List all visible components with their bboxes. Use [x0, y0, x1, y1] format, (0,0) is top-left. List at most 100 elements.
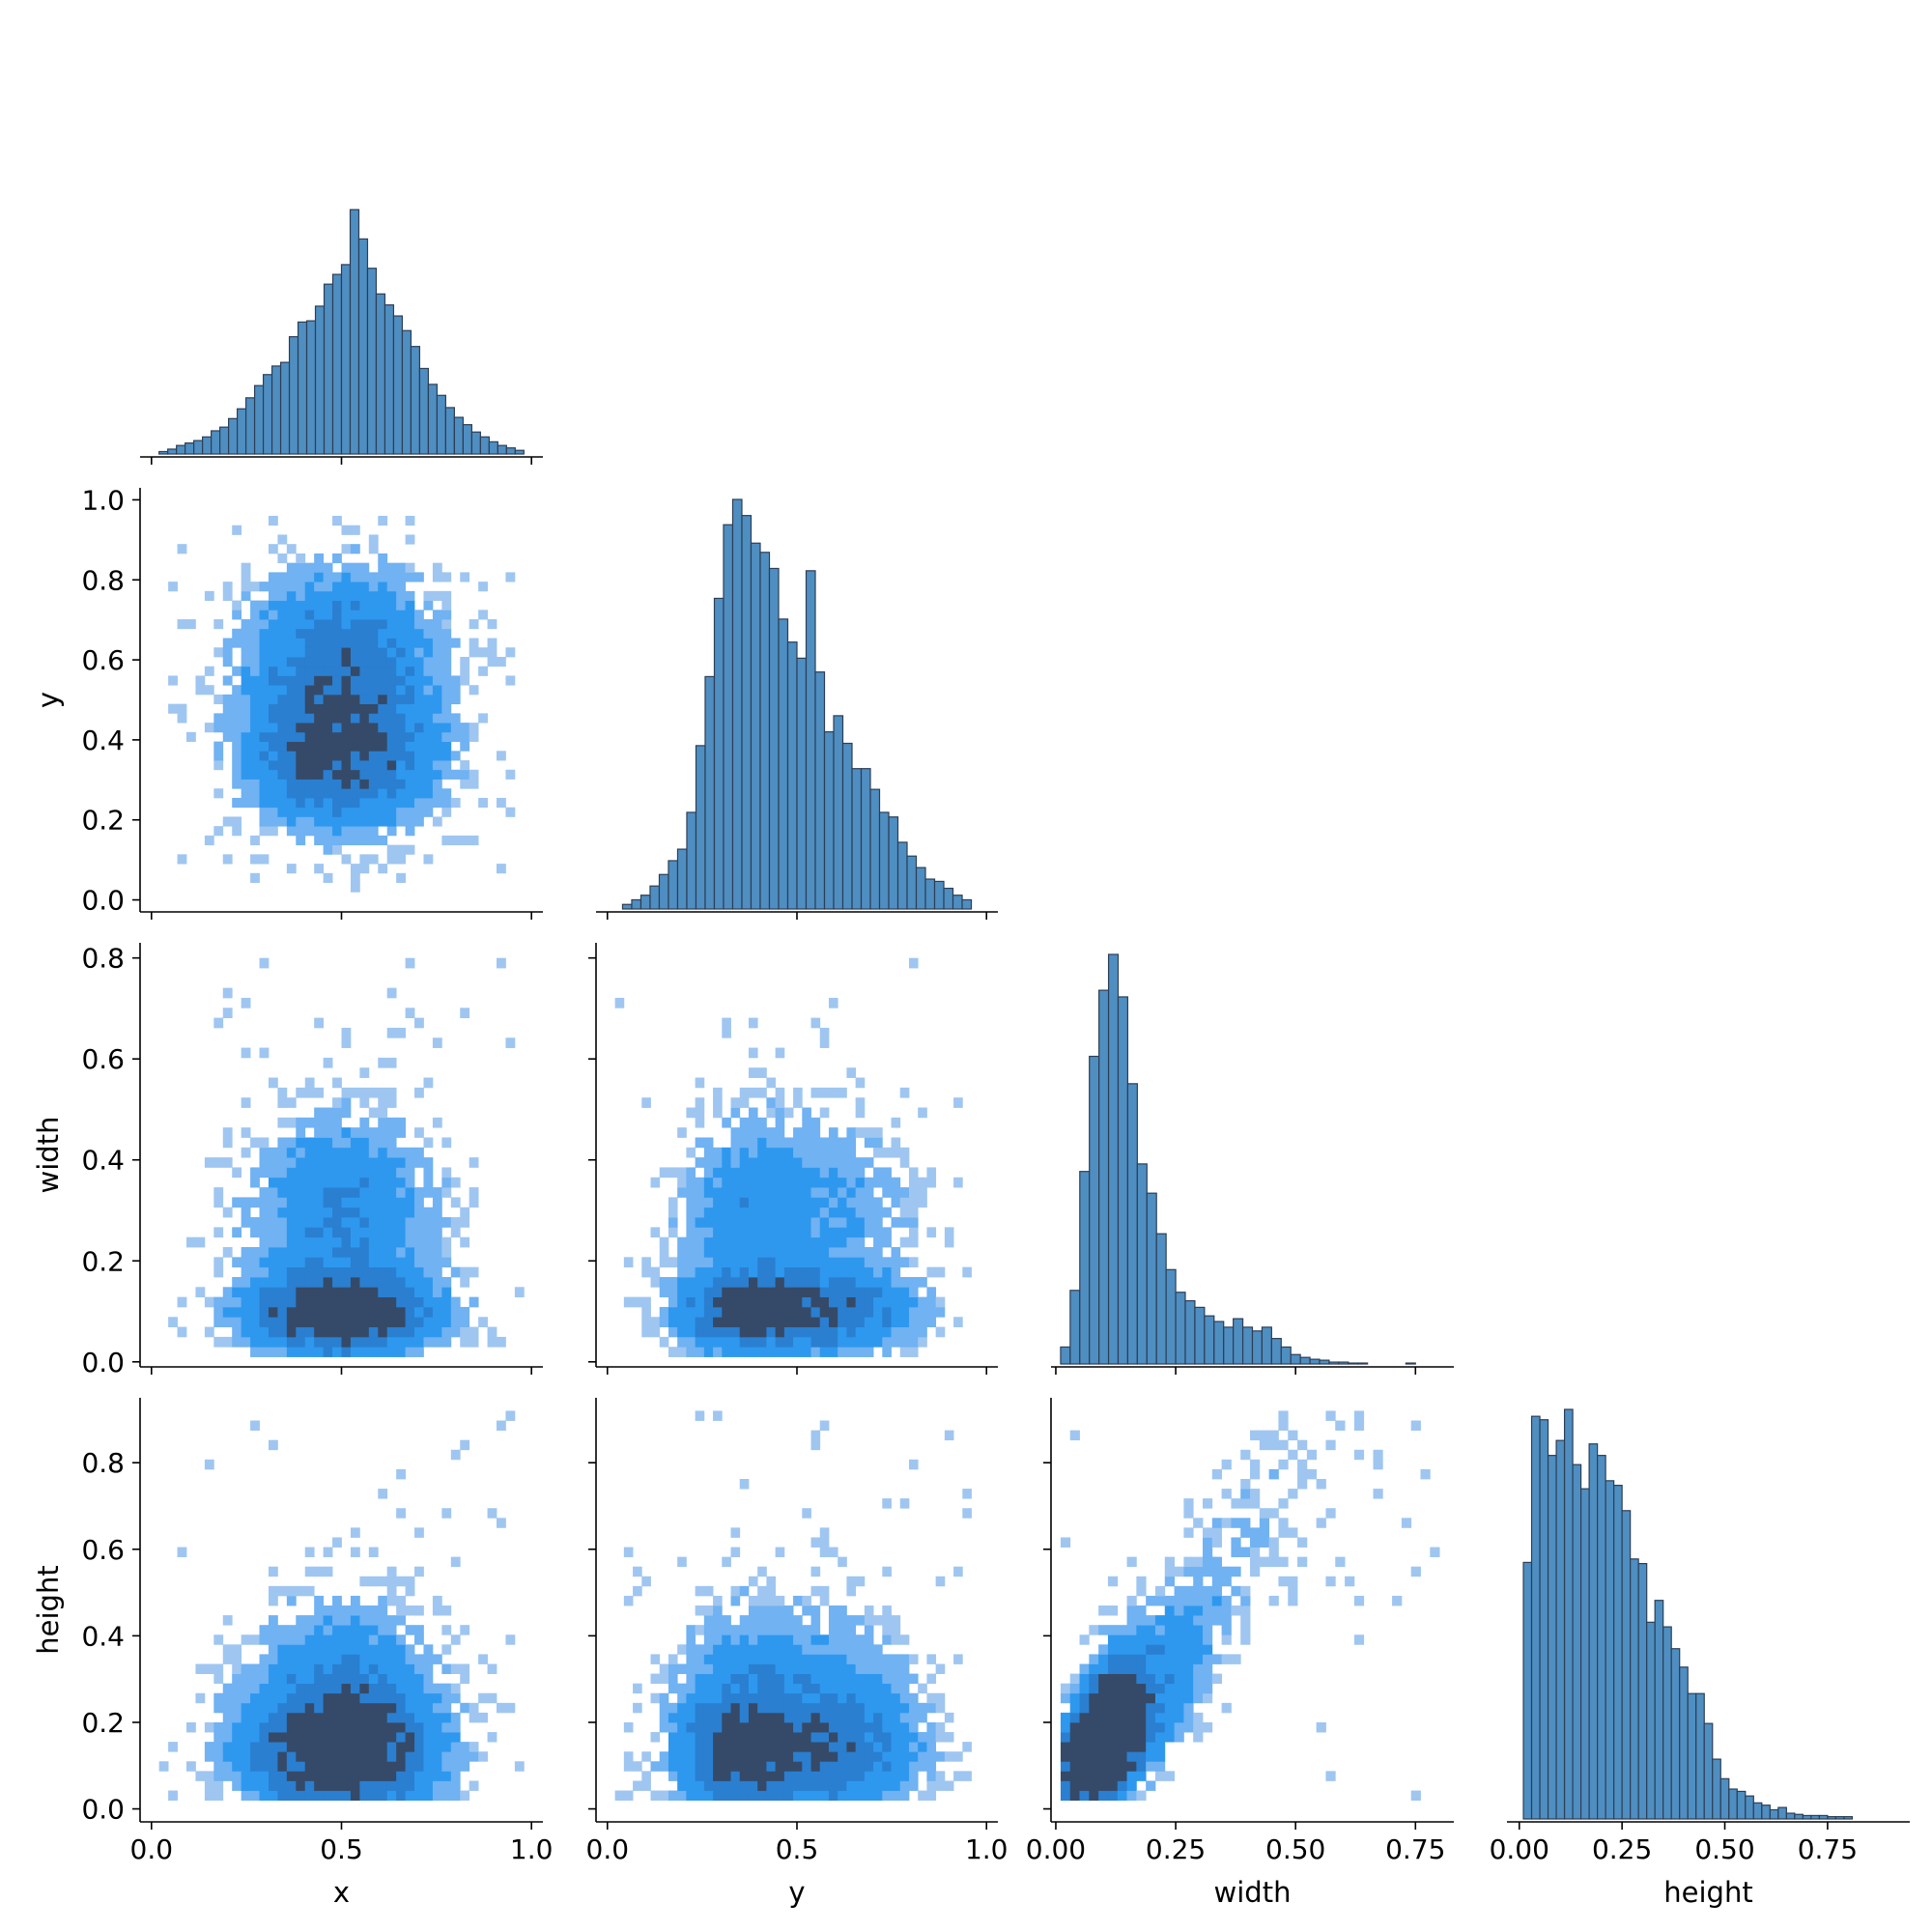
- density-cell: [332, 1644, 342, 1655]
- density-cell: [432, 1692, 442, 1704]
- density-cell: [757, 1306, 767, 1318]
- density-cell: [350, 1605, 360, 1616]
- density-cell: [341, 572, 352, 582]
- density-cell: [232, 1673, 242, 1685]
- density-cell: [882, 1702, 892, 1714]
- density-cell: [918, 1702, 927, 1714]
- density-cell: [1146, 1780, 1156, 1791]
- density-cell: [713, 1177, 723, 1188]
- density-cell: [460, 666, 470, 676]
- density-cell: [378, 1742, 388, 1752]
- density-cell: [423, 1276, 434, 1288]
- density-cell: [846, 1257, 857, 1268]
- density-cell: [668, 1167, 678, 1179]
- x-tick-label: 0.50: [1694, 1833, 1754, 1865]
- density-cell: [1098, 1742, 1109, 1752]
- density-cell: [396, 666, 406, 676]
- density-cell: [341, 1732, 352, 1743]
- density-cell: [846, 1296, 857, 1308]
- density-cell: [855, 1742, 866, 1752]
- density-cell: [1126, 1615, 1137, 1626]
- density-cell: [1259, 1508, 1270, 1519]
- density-cell: [730, 1287, 741, 1298]
- density-cell: [918, 1712, 927, 1723]
- density-cell: [286, 1761, 297, 1772]
- density-cell: [802, 1712, 811, 1723]
- density-cell: [713, 1692, 723, 1704]
- density-cell: [802, 1197, 811, 1208]
- density-cell: [730, 1595, 741, 1606]
- density-cell: [478, 797, 488, 809]
- density-cell: [359, 1287, 370, 1298]
- density-cell: [478, 610, 488, 620]
- density-cell: [505, 675, 516, 686]
- density-cell: [286, 1296, 297, 1308]
- density-cell: [766, 1771, 777, 1781]
- density-cell: [846, 1644, 857, 1655]
- density-cell: [314, 1595, 325, 1606]
- density-cell: [323, 1336, 333, 1348]
- density-cell: [659, 1336, 669, 1348]
- density-cell: [405, 1197, 415, 1208]
- density-cell: [386, 816, 397, 827]
- density-cell: [739, 1157, 750, 1168]
- density-cell: [332, 713, 342, 724]
- density-cell: [677, 1663, 687, 1674]
- density-cell: [296, 1702, 306, 1714]
- density-cell: [695, 1761, 705, 1772]
- density-cell: [304, 723, 315, 733]
- density-cell: [775, 1751, 785, 1762]
- hist-bar-y: [649, 885, 661, 910]
- density-cell: [677, 1683, 687, 1694]
- density-cell: [341, 610, 352, 620]
- density-cell: [241, 619, 251, 630]
- hist-bar-x: [219, 426, 230, 455]
- density-cell: [222, 1742, 233, 1752]
- density-cell: [396, 1197, 406, 1208]
- density-cell: [405, 1217, 415, 1228]
- density-cell: [748, 1712, 758, 1723]
- density-cell: [1278, 1576, 1289, 1587]
- density-cell: [314, 562, 325, 573]
- density-cell: [405, 1187, 415, 1198]
- density-cell: [414, 1634, 424, 1645]
- density-cell: [277, 647, 288, 658]
- density-cell: [432, 769, 442, 780]
- density-cell: [158, 1761, 169, 1772]
- density-cell: [414, 1732, 424, 1743]
- density-cell: [855, 1207, 866, 1218]
- density-cell: [686, 1266, 696, 1278]
- density-cell: [1240, 1449, 1251, 1461]
- density-cell: [730, 1207, 741, 1218]
- density-cell: [350, 1547, 360, 1558]
- density-cell: [241, 797, 251, 809]
- density-cell: [341, 544, 352, 554]
- density-cell: [722, 1625, 731, 1635]
- density-cell: [304, 1087, 315, 1098]
- density-cell: [1316, 1518, 1326, 1528]
- density-cell: [378, 562, 388, 573]
- density-cell: [944, 1732, 954, 1743]
- density-cell: [1154, 1663, 1166, 1674]
- density-cell: [1174, 1585, 1184, 1597]
- density-cell: [783, 1790, 794, 1802]
- density-cell: [783, 1771, 794, 1781]
- density-cell: [908, 1287, 919, 1298]
- density-cell: [783, 1625, 794, 1635]
- density-cell: [855, 1296, 866, 1308]
- density-cell: [432, 1117, 442, 1128]
- density-cell: [222, 723, 233, 733]
- hist-bar-width: [1319, 1359, 1330, 1365]
- density-cell: [882, 1751, 892, 1762]
- density-cell: [722, 1556, 731, 1568]
- density-cell: [341, 1227, 352, 1238]
- density-cell: [268, 1236, 278, 1248]
- density-cell: [686, 1107, 696, 1119]
- density-cell: [1259, 1537, 1270, 1548]
- density-cell: [873, 1712, 883, 1723]
- density-cell: [323, 1266, 333, 1278]
- density-cell: [386, 741, 397, 752]
- density-cell: [296, 835, 306, 846]
- density-cell: [810, 1761, 821, 1772]
- density-cell: [713, 1761, 723, 1772]
